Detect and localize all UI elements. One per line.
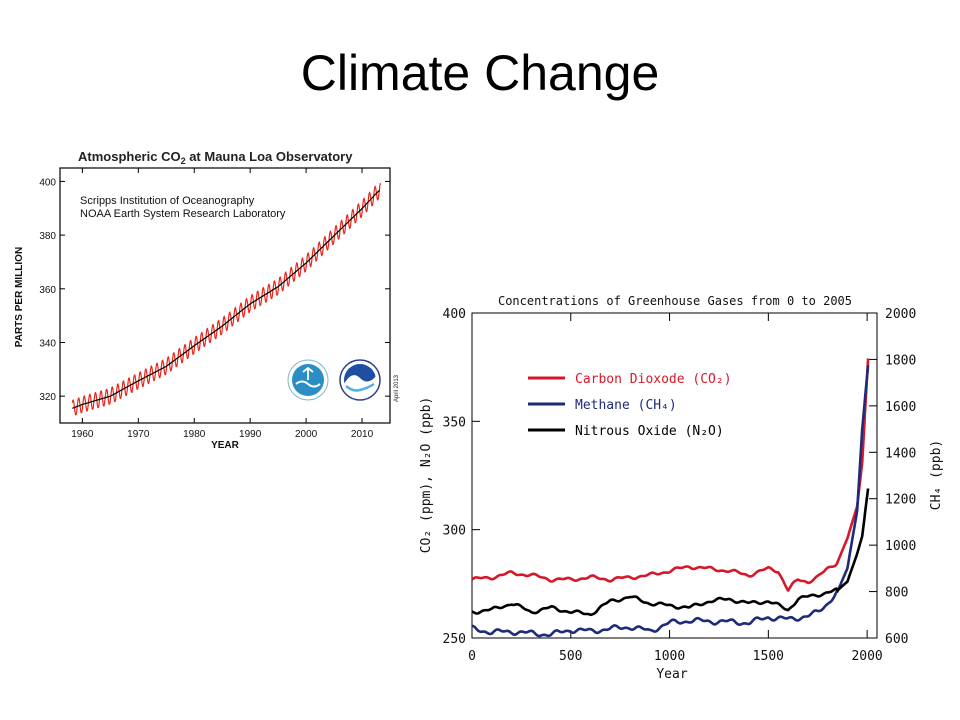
chart2-x-tick-label: 0 [468,649,476,664]
chart1-date-note: April 2013 [394,374,400,402]
chart2-x-axis-label: Year [656,667,687,682]
chart2-series-line-co2 [471,358,870,592]
chart1-y-axis-label: PARTS PER MILLION [14,247,25,347]
chart1-source-line: Scripps Institution of Oceanography [80,195,255,207]
chart1-title-main: Atmospheric CO [78,149,181,164]
chart2-y-right-tick-label: 1600 [885,400,916,415]
chart2-series-line-n2o [471,488,870,617]
chart2-y-left-tick-label: 400 [443,307,466,322]
chart1-source-line: NOAA Earth System Research Laboratory [80,208,286,220]
chart2-y-right-tick-label: 1400 [885,446,916,461]
slide-title: Climate Change [300,45,660,101]
chart1-y-tick-label: 380 [39,231,56,242]
chart2-y-right-tick-label: 1800 [885,353,916,368]
chart1-y-tick-label: 400 [39,177,56,188]
chart1-title: Atmospheric CO2 at Mauna Loa Observatory [78,149,353,166]
chart2-legend-label-n2o: Nitrous Oxide (N₂O) [575,424,724,439]
chart2-y-right-tick-label: 800 [885,586,908,601]
chart2-x-tick-label: 1500 [753,649,784,664]
chart2-plot-frame [471,312,878,639]
chart2-legend-label-ch4: Methane (CH₄) [575,398,677,413]
chart2-y-right-tick-label: 1200 [885,493,916,508]
chart1-y-tick-label: 340 [39,338,56,349]
chart2-y-right-tick-label: 1000 [885,539,916,554]
chart2-y-right-tick-label: 600 [885,632,908,647]
chart2-axes: 0 500 1000 1500 2000 250 300 350 400 600 800 1000 12… [443,307,917,664]
chart2-x-tick-label: 2000 [851,649,882,664]
chart1-series-monthly-line [71,182,381,416]
chart2-y-axis-left-label: CO₂ (ppm), N₂O (ppb) [419,397,434,554]
chart1-y-tick-label: 360 [39,285,56,296]
chart2-series-line-ch4 [471,365,870,638]
chart1-x-tick-label: 1990 [239,429,262,440]
chart2-y-right-tick-label: 2000 [885,307,916,322]
chart1-title-suffix: at Mauna Loa Observatory [186,149,354,164]
chart2-series [471,358,870,638]
chart1-x-axis-label: YEAR [211,440,240,451]
noaa-logo [339,359,381,401]
chart1-series [71,182,381,416]
chart2-legend-label-co2: Carbon Dioxode (CO₂) [575,372,732,387]
chart1-x-tick-label: 2000 [295,429,318,440]
chart1-title-sub: 2 [181,156,186,166]
scripps-logo [287,359,329,401]
chart1-x-tick-label: 1980 [183,429,206,440]
chart1-axes: 1960 1970 1980 1990 2000 2010 320 340 360 380 400 [39,168,390,440]
chart2-y-left-tick-label: 250 [443,632,466,647]
chart2-x-tick-label: 1000 [654,649,685,664]
chart2-y-left-tick-label: 300 [443,524,466,539]
chart1-y-tick-label: 320 [39,392,56,403]
chart2-legend: Carbon Dioxode (CO₂) Methane (CH₄) Nitrous… [528,372,732,439]
chart1-x-tick-label: 2010 [351,429,374,440]
chart2-x-tick-label: 500 [559,649,582,664]
chart1-x-tick-label: 1970 [127,429,150,440]
mauna-loa-chart: Atmospheric CO2 at Mauna Loa Observatory… [14,149,400,451]
chart1-series-trend-line [72,190,381,409]
chart1-plot-frame [59,167,391,424]
chart2-y-left-tick-label: 350 [443,415,466,430]
chart2-y-axis-right-label: CH₄ (ppb) [929,440,944,510]
chart1-x-tick-label: 1960 [71,429,94,440]
greenhouse-gases-chart: Concentrations of Greenhouse Gases from … [419,294,944,682]
chart2-title: Concentrations of Greenhouse Gases from … [498,294,852,308]
